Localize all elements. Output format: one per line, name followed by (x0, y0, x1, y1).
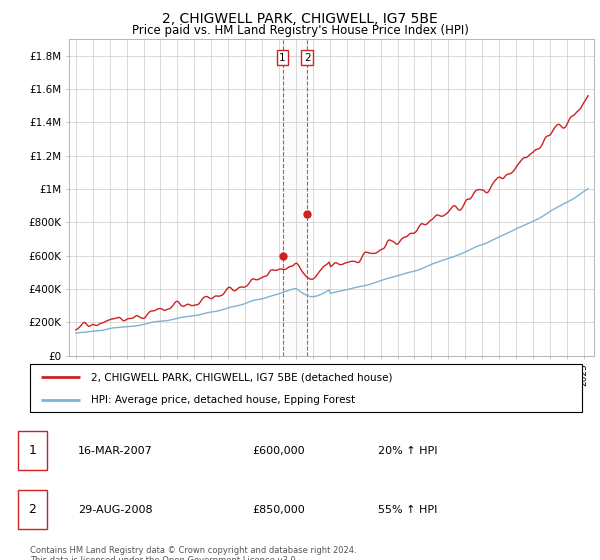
Text: 2, CHIGWELL PARK, CHIGWELL, IG7 5BE (detached house): 2, CHIGWELL PARK, CHIGWELL, IG7 5BE (det… (91, 372, 392, 382)
Text: Contains HM Land Registry data © Crown copyright and database right 2024.
This d: Contains HM Land Registry data © Crown c… (30, 546, 356, 560)
Text: 2: 2 (28, 503, 37, 516)
Text: 20% ↑ HPI: 20% ↑ HPI (378, 446, 437, 456)
Text: 1: 1 (28, 444, 37, 458)
Text: HPI: Average price, detached house, Epping Forest: HPI: Average price, detached house, Eppi… (91, 395, 355, 405)
Text: 16-MAR-2007: 16-MAR-2007 (78, 446, 153, 456)
Bar (283, 39, 307, 356)
Text: £600,000: £600,000 (252, 446, 305, 456)
Text: 2, CHIGWELL PARK, CHIGWELL, IG7 5BE: 2, CHIGWELL PARK, CHIGWELL, IG7 5BE (162, 12, 438, 26)
Text: £850,000: £850,000 (252, 505, 305, 515)
Text: 55% ↑ HPI: 55% ↑ HPI (378, 505, 437, 515)
Text: Price paid vs. HM Land Registry's House Price Index (HPI): Price paid vs. HM Land Registry's House … (131, 24, 469, 36)
Text: 29-AUG-2008: 29-AUG-2008 (78, 505, 152, 515)
Text: 1: 1 (279, 53, 286, 63)
Text: 2: 2 (304, 53, 310, 63)
FancyBboxPatch shape (30, 364, 582, 412)
